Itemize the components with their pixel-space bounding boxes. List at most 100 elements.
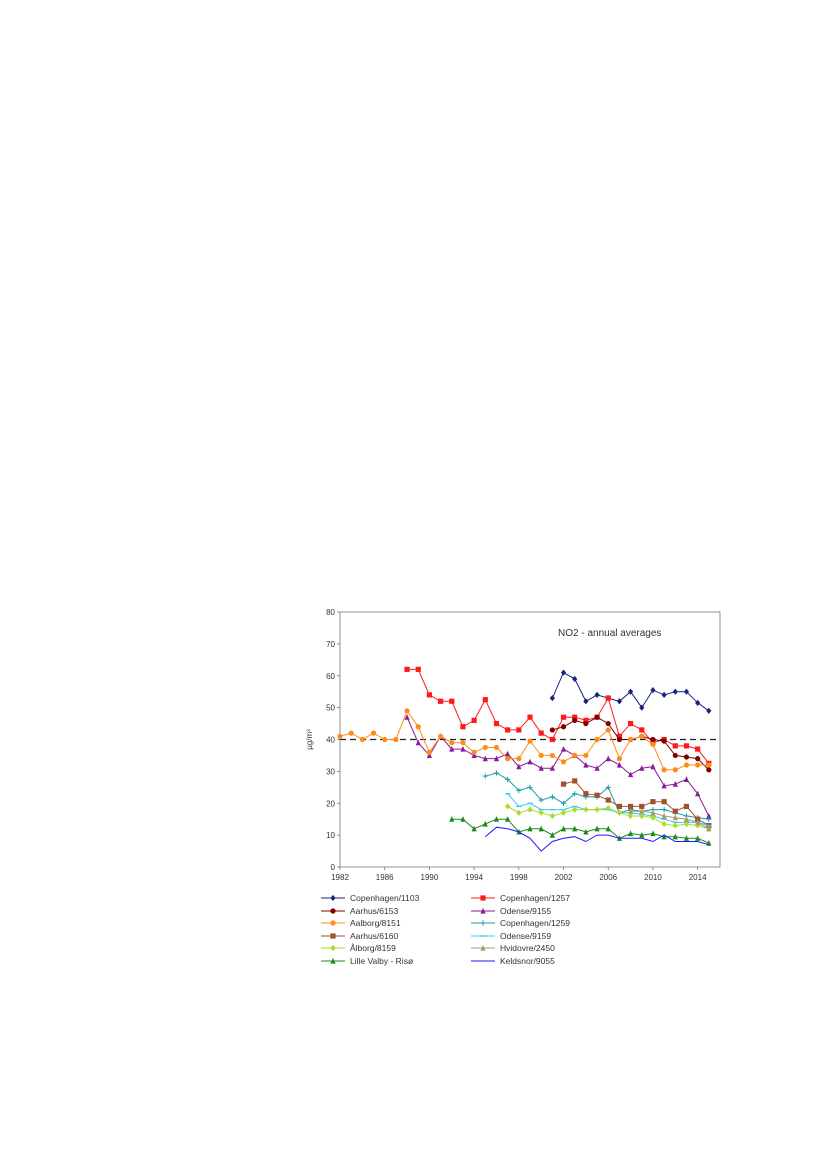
legend-label: Copenhagen/1257 <box>500 893 570 904</box>
y-tick-label: 60 <box>326 672 335 681</box>
series-4 <box>337 708 712 773</box>
legend-label: Aarhus/6153 <box>350 905 399 916</box>
data-point <box>549 694 555 702</box>
data-point <box>639 733 645 739</box>
data-point <box>661 691 667 698</box>
data-point <box>583 761 589 768</box>
data-point <box>505 776 511 782</box>
data-point <box>560 714 567 720</box>
data-point <box>370 730 377 736</box>
data-point <box>348 730 354 736</box>
data-point <box>594 792 600 798</box>
data-point <box>460 745 466 752</box>
data-point <box>549 794 555 800</box>
legend-swatch-marker <box>480 920 486 926</box>
data-point <box>516 756 522 762</box>
data-point <box>538 797 544 803</box>
legend-swatch-marker <box>330 933 336 939</box>
data-point <box>572 825 578 832</box>
chart-legend: Copenhagen/1103 Copenhagen/1257 Aarhus/615… <box>320 892 720 967</box>
data-point <box>661 812 667 819</box>
data-point <box>583 720 589 727</box>
data-point <box>583 717 589 723</box>
data-point <box>650 809 656 816</box>
data-point <box>516 809 522 816</box>
series-6 <box>560 778 712 829</box>
data-point <box>560 781 567 787</box>
legend-swatch <box>471 935 495 937</box>
data-point <box>627 771 634 778</box>
data-point <box>527 784 533 790</box>
data-point <box>672 688 678 695</box>
data-point <box>538 809 544 816</box>
data-point <box>460 724 466 730</box>
y-tick-label: 0 <box>331 863 336 872</box>
data-point <box>583 806 589 813</box>
legend-swatch <box>471 945 495 951</box>
data-point <box>426 752 433 759</box>
data-point <box>527 714 533 720</box>
data-point <box>572 675 578 683</box>
data-point <box>471 749 477 755</box>
data-point <box>382 736 388 743</box>
data-point <box>639 808 645 814</box>
data-point <box>549 812 555 820</box>
legend-item: Aarhus/6160 <box>320 930 470 943</box>
data-point <box>549 727 555 733</box>
data-point <box>639 765 645 771</box>
data-point <box>672 781 678 787</box>
data-point <box>672 743 678 749</box>
data-point <box>482 773 488 779</box>
data-point <box>683 688 690 695</box>
data-point <box>594 765 600 771</box>
data-point <box>627 812 634 820</box>
legend-label: Aarhus/6160 <box>350 930 399 941</box>
data-point <box>650 814 656 821</box>
data-point <box>527 738 533 744</box>
data-point <box>605 784 611 790</box>
legend-item: Copenhagen/1103 <box>320 892 470 905</box>
chart-plot: 0 10 20 30 40 50 60 70 80 1982 1986 1990 1994 1998 200… <box>305 608 721 882</box>
data-point <box>695 822 701 829</box>
data-point <box>616 756 623 762</box>
legend-item: Odense/9155 <box>470 905 620 918</box>
data-point <box>549 832 555 838</box>
data-point <box>639 727 645 733</box>
data-point <box>661 767 667 773</box>
legend-swatch-marker <box>330 908 336 914</box>
data-point <box>415 739 421 746</box>
legend-item: Copenhagen/1257 <box>470 892 620 905</box>
data-point <box>594 806 600 813</box>
data-point <box>460 740 466 746</box>
x-tick-label: 1994 <box>465 873 483 882</box>
data-point <box>605 727 611 733</box>
data-point <box>605 755 611 762</box>
data-point <box>583 698 589 705</box>
data-point <box>650 763 656 770</box>
data-point <box>449 816 455 822</box>
data-point <box>560 745 567 752</box>
data-point <box>639 832 645 838</box>
legend-item: Hvidovre/2450 <box>470 942 620 955</box>
data-point <box>695 835 701 841</box>
data-point <box>661 820 667 828</box>
data-point <box>639 812 645 820</box>
legend-label: Keldsnor/9055 <box>500 955 555 966</box>
data-point <box>650 736 656 743</box>
data-point <box>437 733 444 739</box>
data-point <box>437 698 444 704</box>
data-point <box>449 698 455 704</box>
data-point <box>695 699 701 706</box>
data-point <box>415 666 421 672</box>
data-point <box>650 686 656 694</box>
data-point <box>683 743 690 749</box>
data-point <box>639 803 645 810</box>
data-point <box>706 825 712 832</box>
data-point <box>627 688 634 695</box>
chart-title: NO2 - annual averages <box>558 628 661 639</box>
y-tick-label: 50 <box>326 704 335 713</box>
data-point <box>583 828 589 835</box>
data-point <box>505 816 511 822</box>
data-point <box>560 759 567 765</box>
data-point <box>661 799 667 805</box>
